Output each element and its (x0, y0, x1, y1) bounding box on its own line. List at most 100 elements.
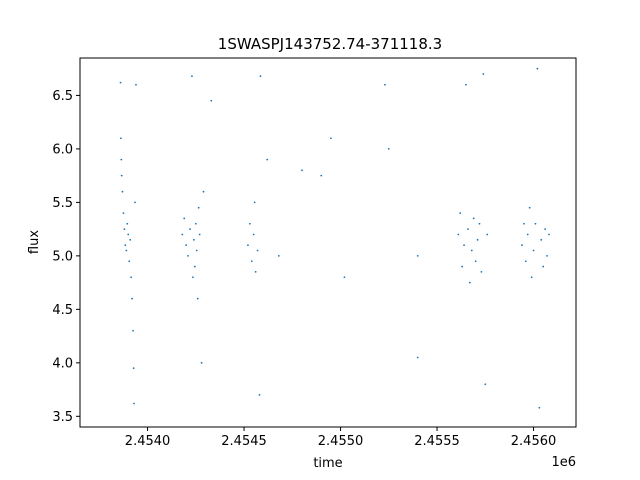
data-point (181, 233, 184, 236)
x-tick-label: 2.4550 (318, 434, 364, 449)
y-tick-label: 4.5 (52, 303, 73, 318)
data-point (253, 201, 256, 204)
data-point (135, 83, 137, 86)
data-point (461, 265, 464, 268)
x-axis: 2.4540 2.4545 2.4550 2.4555 2.4560 (125, 427, 556, 449)
data-point (189, 228, 191, 231)
data-point (127, 233, 130, 236)
data-point (123, 228, 126, 231)
data-point (200, 361, 203, 364)
y-tick-label: 5.5 (52, 196, 73, 211)
y-axis-label: flux (27, 230, 42, 254)
data-point (532, 249, 535, 252)
data-point (484, 383, 487, 386)
data-point (544, 228, 547, 231)
y-tick-label: 6.0 (52, 142, 73, 157)
data-point (530, 276, 533, 279)
data-point (120, 137, 122, 140)
y-axis: 3.5 4.0 4.5 5.0 5.5 6.0 6.5 (52, 89, 80, 425)
data-point (343, 276, 346, 279)
x-axis-label: time (313, 456, 342, 471)
data-point (210, 99, 213, 102)
data-point (128, 260, 131, 263)
data-point (482, 73, 485, 75)
data-point (480, 271, 483, 273)
data-point (192, 276, 194, 279)
data-point (526, 233, 529, 236)
data-point (183, 217, 186, 220)
data-point (467, 228, 469, 231)
data-point (468, 281, 471, 284)
data-point (193, 265, 196, 268)
data-point (457, 233, 460, 236)
data-point (478, 222, 481, 225)
data-point (192, 238, 195, 241)
data-point (416, 254, 419, 257)
data-point (198, 233, 201, 236)
data-point (197, 206, 200, 209)
data-point (252, 233, 255, 236)
data-point (387, 148, 390, 150)
data-point (247, 244, 249, 247)
x-tick-label: 2.4545 (221, 434, 267, 449)
y-tick-label: 3.5 (52, 410, 73, 425)
data-point (126, 222, 129, 225)
data-point (540, 238, 543, 241)
plot-frame (79, 57, 577, 428)
data-point (125, 249, 128, 252)
data-point (521, 244, 523, 247)
data-point (124, 244, 127, 247)
data-point (191, 75, 193, 78)
data-point (463, 244, 465, 247)
data-point (133, 402, 135, 405)
data-point (195, 249, 198, 252)
data-point (194, 222, 197, 225)
data-point (524, 260, 527, 263)
data-point (542, 265, 545, 268)
data-point (250, 260, 253, 263)
data-point (120, 158, 123, 161)
data-point (320, 174, 323, 177)
data-point (470, 249, 473, 252)
data-point (472, 217, 475, 220)
data-point (538, 406, 541, 409)
x-tick-label: 2.4560 (511, 434, 557, 449)
data-point (130, 276, 133, 279)
y-tick-label: 6.5 (52, 89, 73, 104)
data-point (459, 212, 462, 214)
data-point (329, 137, 332, 140)
data-point (259, 75, 262, 78)
data-point (187, 254, 189, 257)
y-tick-label: 5.0 (52, 249, 73, 264)
data-point (122, 212, 125, 214)
x-tick-label: 2.4540 (125, 434, 171, 449)
data-point (132, 367, 135, 370)
data-point (256, 249, 259, 252)
data-point (131, 297, 134, 300)
data-point (522, 222, 525, 225)
data-point (202, 190, 205, 193)
data-point (546, 254, 548, 257)
data-point (119, 81, 122, 84)
data-points-layer (119, 67, 550, 409)
x-tick-label: 2.4555 (414, 434, 460, 449)
data-point (474, 260, 477, 263)
data-point (476, 238, 479, 241)
data-point (465, 83, 467, 86)
data-point (248, 222, 251, 225)
data-point (132, 329, 134, 332)
x-axis-offset-label: 1e6 (551, 455, 576, 470)
chart-title: 1SWASPJ143752.74-371118.3 (218, 35, 442, 53)
data-point (486, 233, 489, 236)
data-point (416, 356, 419, 359)
data-point (185, 244, 188, 247)
data-point (120, 174, 123, 177)
data-point (121, 190, 124, 193)
data-point (528, 206, 531, 209)
data-point (277, 254, 280, 257)
data-point (196, 297, 199, 300)
data-point (129, 238, 132, 241)
data-point (254, 271, 257, 273)
